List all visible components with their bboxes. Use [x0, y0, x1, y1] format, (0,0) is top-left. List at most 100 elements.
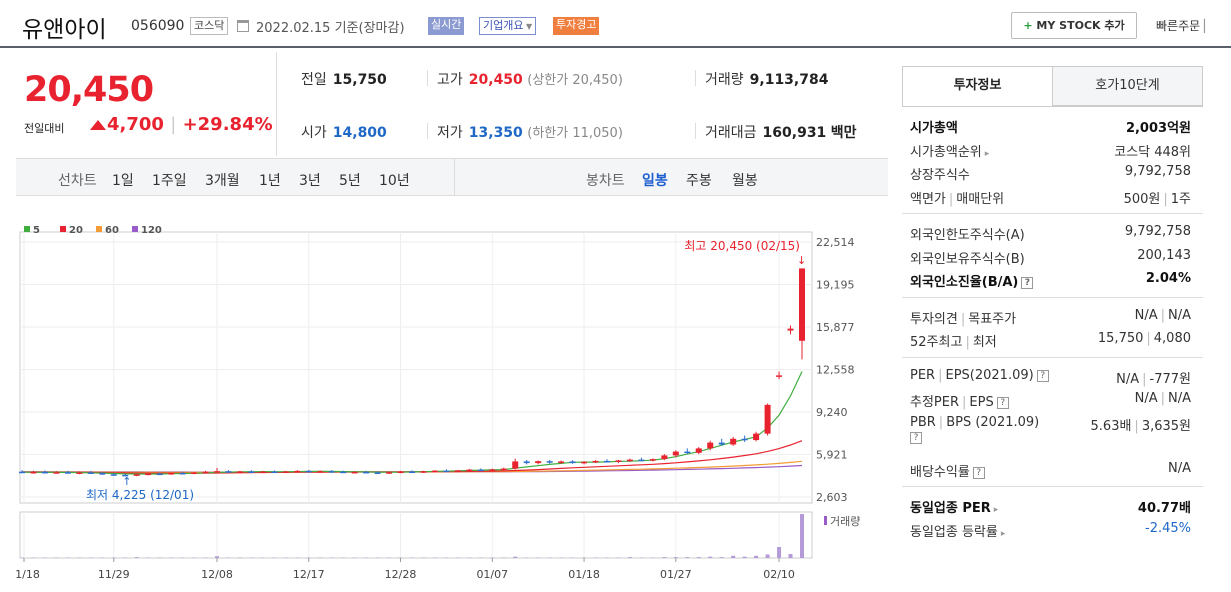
stat-amount: 거래대금 160,931 백만 [705, 125, 857, 141]
info-value: -2.45% [1145, 520, 1191, 536]
candle-body [294, 470, 301, 473]
volume-legend-label: 거래량 [830, 515, 860, 528]
info-value: 9,792,758 [1124, 224, 1191, 239]
info-label: 액면가 | 매매단위 [910, 191, 1005, 207]
info-row: 배당수익률? N/A [908, 457, 1197, 481]
divider: | [1134, 418, 1139, 434]
legend-swatch [24, 226, 30, 232]
candle-body [87, 472, 94, 474]
candle-body [122, 474, 129, 477]
volume-bar [765, 554, 770, 558]
realtime-badge[interactable]: 실시간 [428, 17, 465, 35]
info-row: 52주최고 | 최저 15,750 | 4,080 [908, 327, 1197, 351]
period-3y-button[interactable]: 3년 [299, 173, 321, 189]
volume-bar [788, 554, 793, 558]
low-annotation: 최저 4,225 (12/01) [86, 488, 194, 502]
stock-header: 유앤아이 056090 코스닥 2022.02.15 기준(장마감) 실시간 기… [0, 0, 1231, 48]
period-3m-button[interactable]: 3개월 [205, 173, 240, 189]
info-row: 시가총액순위 ▸ 코스닥 448위 [908, 137, 1197, 161]
help-icon[interactable]: ? [1021, 277, 1034, 289]
period-1d-button[interactable]: 1일 [112, 173, 134, 189]
high-annotation: 최고 20,450 (02/15) [684, 239, 800, 253]
candle-body [191, 472, 198, 474]
up-arrow-icon [90, 120, 106, 130]
change-value: 4,700 | +29.84% [90, 114, 273, 135]
legend-swatch [96, 226, 102, 232]
period-1y-button[interactable]: 1년 [259, 173, 281, 189]
candle-body [799, 268, 805, 341]
candle-body [661, 455, 668, 460]
x-tick-label: 12/28 [385, 568, 417, 581]
stat-prev: 전일 15,750 [301, 72, 387, 88]
candle-daily-button[interactable]: 일봉 [642, 173, 668, 189]
legend-label: 120 [141, 225, 162, 236]
quick-order-button[interactable]: 빠른주문 ▏ [1156, 19, 1214, 33]
y-tick-label: 15,877 [816, 321, 855, 334]
info-value: 200,143 [1137, 247, 1191, 263]
info-value: 코스닥 448위 [1114, 144, 1191, 160]
candle-body [776, 375, 783, 377]
arrow-right-icon[interactable]: ▸ [1000, 528, 1006, 539]
candle-body [145, 473, 152, 476]
candle-body [615, 460, 622, 462]
price-plot-frame [19, 231, 813, 504]
arrow-right-icon[interactable]: ▸ [993, 505, 999, 515]
candle-body [374, 472, 381, 474]
candle-body [581, 461, 588, 464]
info-group: PER | EPS(2021.09)? N/A | -777원 추정PER | EPS? N/A |… [902, 356, 1203, 487]
legend-label: 60 [105, 225, 119, 236]
help-icon[interactable]: ? [996, 397, 1009, 409]
company-overview-dropdown[interactable]: 기업개요 ▼ [479, 17, 537, 35]
candle-body [569, 461, 576, 464]
volume-plot-frame [19, 511, 813, 559]
candle-body [282, 471, 289, 473]
candle-body [363, 471, 370, 474]
info-row: 시가총액 2,003억원 [908, 113, 1197, 137]
candle-monthly-button[interactable]: 월봉 [732, 173, 758, 189]
quote-date: 2022.02.15 기준(장마감) [256, 21, 405, 36]
period-1w-button[interactable]: 1주일 [152, 173, 187, 189]
candle-body [741, 438, 748, 441]
period-5y-button[interactable]: 5년 [339, 173, 361, 189]
add-my-stock-button[interactable]: + MY STOCK 추가 [1011, 12, 1137, 39]
low-arrow-icon: ↑ [122, 475, 131, 488]
candle-body [523, 461, 530, 464]
help-icon[interactable]: ? [910, 431, 922, 444]
divider: | [1163, 191, 1168, 207]
tab-order-book[interactable]: 호가10단계 [1052, 66, 1203, 106]
price-stats: 전일 15,750 고가 20,450 (상한가 20,450) 거래량 9,113,… [276, 52, 888, 156]
volume-bar [708, 556, 713, 558]
candle-body [649, 459, 656, 461]
candle-body [420, 471, 427, 473]
divider: | [1146, 331, 1151, 346]
volume-bar [662, 557, 667, 558]
y-tick-label: 2,603 [816, 491, 848, 504]
candle-body [535, 461, 542, 464]
quick-order-icon: ▏ [1200, 19, 1214, 33]
y-tick-label: 12,558 [816, 364, 855, 377]
info-label: 시가총액순위 ▸ [910, 144, 990, 160]
y-tick-label: 5,921 [816, 449, 848, 462]
tab-investment-info[interactable]: 투자정보 [902, 66, 1053, 106]
info-group: 외국인한도주식수(A) 9,792,758 외국인보유주식수(B) 200,143 외국… [902, 213, 1203, 297]
candle-body [202, 471, 209, 474]
x-tick-label: 01/07 [476, 568, 508, 581]
stock-code: 056090 [131, 18, 185, 34]
info-label: 동일업종 등락률 ▸ [910, 524, 1006, 540]
period-10y-button[interactable]: 10년 [379, 173, 410, 189]
x-tick-label: 01/27 [660, 568, 692, 581]
info-label: PBR | BPS (2021.09)? [910, 414, 1040, 444]
candlestick-chart[interactable]: 22,514 19,195 15,877 12,558 9,240 5,921 2,603 1… [16, 200, 888, 592]
help-icon[interactable]: ? [972, 466, 985, 479]
info-row: 상장주식수 9,792,758 [908, 160, 1197, 184]
candle-body [53, 472, 60, 474]
info-row: PBR | BPS (2021.09)? 5.63배 | 3,635원 [908, 411, 1197, 457]
candle-weekly-button[interactable]: 주봉 [686, 173, 712, 189]
candle-body [443, 470, 450, 473]
stock-name: 유앤아이 [22, 17, 107, 43]
stat-open: 시가 14,800 [301, 125, 387, 141]
help-icon[interactable]: ? [1036, 369, 1049, 382]
candle-body [764, 404, 771, 434]
arrow-right-icon[interactable]: ▸ [984, 148, 990, 159]
legend-label: 5 [33, 225, 40, 236]
